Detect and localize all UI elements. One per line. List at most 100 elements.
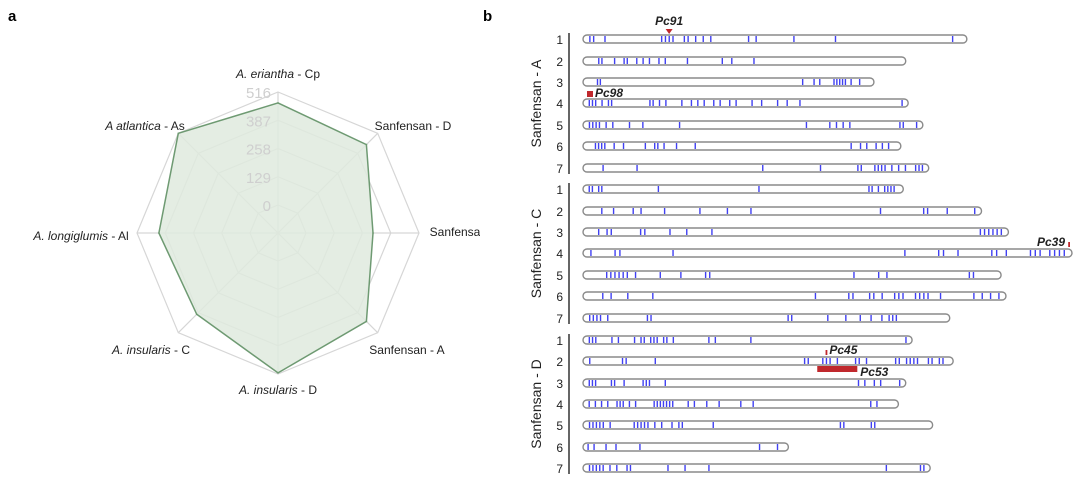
band (988, 229, 990, 235)
band (923, 465, 925, 471)
band (602, 465, 604, 471)
data-point (277, 102, 279, 104)
band (807, 358, 809, 364)
band (859, 315, 861, 321)
band (886, 272, 888, 278)
panel-label-b: b (483, 8, 493, 25)
band (708, 465, 710, 471)
band (731, 58, 733, 64)
band (601, 208, 603, 214)
radar-chart: 0 129 258 387 516 A. eriantha - Cp Sanfensan -… (32, 67, 480, 397)
marker-label: Pc39 (1037, 235, 1065, 249)
chromosome-outline (582, 335, 913, 345)
marker-tick (1068, 242, 1070, 247)
marker-label: Pc91 (655, 14, 683, 28)
band (834, 36, 837, 42)
chromosome-number: 1 (556, 183, 563, 197)
band (610, 229, 612, 235)
band (893, 293, 896, 299)
chromosome-number: 6 (556, 140, 563, 154)
band (645, 380, 647, 386)
chromosome (582, 98, 909, 108)
band (849, 122, 851, 128)
chromosome-number: 4 (556, 398, 563, 412)
band (588, 465, 591, 471)
axis-label: Sanfensan - A (369, 343, 444, 357)
band (922, 208, 925, 214)
band (602, 293, 604, 299)
band (643, 337, 645, 343)
band (735, 100, 737, 106)
band (874, 422, 876, 428)
band (1053, 250, 1056, 256)
band (918, 293, 921, 299)
chromosome-body (583, 121, 923, 129)
chromosome (582, 291, 1007, 301)
band (853, 272, 855, 278)
band (659, 272, 661, 278)
band (699, 208, 701, 214)
band (694, 36, 697, 42)
axis-label-plain: Sanfensan - C (430, 225, 480, 239)
band (918, 165, 920, 171)
band (629, 465, 632, 471)
band (611, 337, 613, 343)
axis-label-italic: A. insularis (238, 383, 298, 397)
band (836, 358, 839, 364)
chromosome-number: 5 (556, 119, 563, 133)
chromosome-outline (582, 270, 1002, 280)
chromosome-body (583, 228, 1009, 236)
band (654, 422, 656, 428)
band (642, 122, 644, 128)
band (893, 186, 895, 192)
band (590, 250, 592, 256)
band (697, 100, 699, 106)
band (595, 422, 598, 428)
band (642, 58, 644, 64)
band (633, 337, 636, 343)
band (926, 208, 929, 214)
band (639, 229, 642, 235)
chromosome-body (583, 336, 913, 344)
band (842, 122, 844, 128)
band (619, 401, 621, 407)
band (649, 100, 651, 106)
chromosome-body (583, 464, 931, 472)
genome-label: Sanfensan - D (528, 359, 544, 449)
tick-label: 516 (246, 85, 271, 102)
band (942, 358, 944, 364)
band (623, 380, 625, 386)
band (793, 36, 795, 42)
band (656, 337, 658, 343)
marker-label: Pc53 (860, 365, 888, 379)
band (755, 36, 757, 42)
band (877, 165, 879, 171)
band (1005, 250, 1008, 256)
band (887, 143, 890, 149)
chromosome-number: 2 (556, 355, 563, 369)
band (721, 58, 723, 64)
band (610, 380, 613, 386)
band (597, 186, 600, 192)
band (873, 293, 875, 299)
band (643, 422, 646, 428)
axis-label: A. insularis - C (111, 343, 190, 357)
band (991, 250, 993, 256)
band (593, 444, 595, 450)
tick-label: 129 (246, 170, 271, 187)
band (601, 58, 603, 64)
chromosome-body (583, 357, 954, 365)
band (640, 208, 642, 214)
band (974, 208, 976, 214)
chromosome-number: 3 (556, 226, 563, 240)
band (881, 315, 883, 321)
band (612, 122, 614, 128)
band (706, 401, 708, 407)
band (883, 186, 886, 192)
band (686, 229, 688, 235)
band (858, 79, 861, 85)
band (653, 337, 655, 343)
band (902, 293, 904, 299)
chromosome-outline (582, 77, 875, 87)
